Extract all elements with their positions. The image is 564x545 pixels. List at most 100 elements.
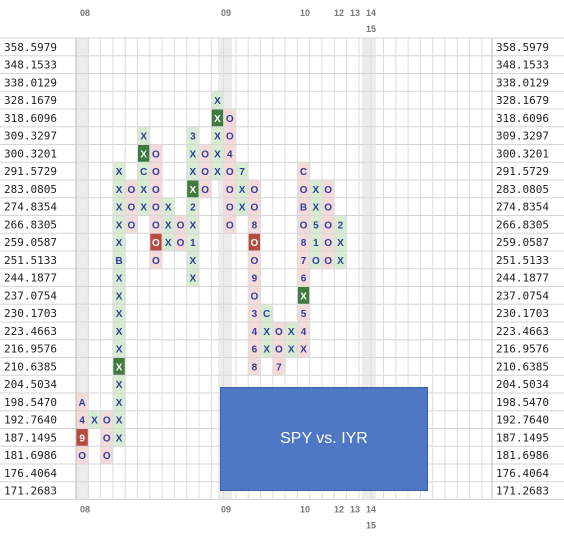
- pnf-symbol: O: [250, 185, 258, 196]
- highlight-box: [297, 287, 310, 304]
- column-bg: [309, 180, 322, 269]
- price-label-left: 318.6096: [4, 112, 57, 125]
- pnf-symbol: X: [190, 149, 197, 160]
- pnf-symbol: X: [140, 132, 147, 143]
- pnf-symbol: B: [115, 256, 122, 267]
- pnf-symbol: X: [116, 433, 123, 444]
- pnf-symbol: X: [190, 167, 197, 178]
- pnf-symbol: O: [250, 203, 258, 214]
- column-bg: [235, 162, 249, 216]
- pnf-symbol: X: [116, 185, 123, 196]
- pnf-symbol: O: [177, 238, 185, 249]
- pnf-symbol: O: [226, 185, 234, 196]
- column-bg: [248, 180, 261, 376]
- pnf-symbol: X: [313, 203, 320, 214]
- column-bg: [100, 410, 113, 464]
- pnf-symbol: 8: [301, 238, 307, 249]
- pnf-symbol: 1: [313, 238, 319, 249]
- pnf-symbol: O: [152, 167, 160, 178]
- chart-title: SPY vs. IYR: [280, 430, 368, 447]
- price-label-right: 283.0805: [496, 183, 549, 196]
- pnf-symbol: X: [116, 220, 123, 231]
- pnf-symbol: X: [116, 238, 123, 249]
- pnf-symbol: 7: [301, 256, 307, 267]
- pnf-symbol: 1: [190, 238, 196, 249]
- year-label-top: 09: [221, 8, 231, 18]
- price-label-left: 274.8354: [4, 201, 57, 214]
- pnf-symbol: X: [116, 362, 123, 373]
- price-label-left: 192.7640: [4, 414, 57, 427]
- price-label-right: 230.1703: [496, 307, 549, 320]
- pnf-symbol: O: [300, 185, 308, 196]
- pnf-symbol: X: [165, 203, 172, 214]
- pnf-symbol: O: [324, 256, 332, 267]
- pnf-symbol: X: [190, 256, 197, 267]
- pnf-symbol: X: [116, 291, 123, 302]
- pnf-symbol: X: [190, 220, 197, 231]
- price-label-left: 237.0754: [4, 289, 57, 302]
- price-label-left: 198.5470: [4, 396, 57, 409]
- pnf-symbol: O: [103, 416, 111, 427]
- pnf-symbol: 4: [301, 327, 307, 338]
- pnf-symbol: O: [152, 238, 160, 249]
- pnf-symbol: X: [116, 398, 123, 409]
- pnf-symbol: 6: [301, 274, 307, 285]
- pnf-symbol: X: [214, 167, 221, 178]
- price-label-right: 266.8305: [496, 218, 549, 231]
- pnf-symbol: X: [337, 238, 344, 249]
- price-label-left: 204.5034: [4, 378, 57, 391]
- pnf-symbol: O: [201, 167, 209, 178]
- price-label-left: 251.5133: [4, 254, 57, 267]
- price-label-right: 300.3201: [496, 147, 549, 160]
- pnf-symbol: C: [140, 167, 147, 178]
- pnf-symbol: C: [300, 167, 307, 178]
- pnf-symbol: X: [239, 203, 246, 214]
- pnf-symbol: X: [214, 114, 221, 125]
- pnf-symbol: 6: [252, 345, 258, 356]
- pnf-symbol: 5: [301, 309, 307, 320]
- pnf-symbol: O: [226, 220, 234, 231]
- pnf-symbol: X: [263, 345, 270, 356]
- year-label-top: 12: [334, 8, 344, 18]
- pnf-symbol: X: [288, 327, 295, 338]
- price-label-left: 171.2683: [4, 485, 57, 498]
- pnf-symbol: O: [103, 451, 111, 462]
- column-bg: [260, 304, 273, 358]
- pnf-symbol: O: [152, 256, 160, 267]
- pnf-symbol: X: [140, 185, 147, 196]
- pnf-symbol: X: [140, 149, 147, 160]
- year-label-top: 10: [300, 8, 310, 18]
- pnf-symbol: 4: [227, 149, 233, 160]
- price-label-right: 259.0587: [496, 236, 549, 249]
- pnf-symbol: X: [116, 274, 123, 285]
- pnf-symbol: O: [103, 433, 111, 444]
- price-label-right: 237.0754: [496, 289, 549, 302]
- pnf-symbol: O: [324, 238, 332, 249]
- pnf-symbol: O: [275, 345, 283, 356]
- pnf-symbol: X: [140, 203, 147, 214]
- year-label-top: 14: [366, 8, 376, 18]
- price-label-right: 223.4663: [496, 325, 549, 338]
- pnf-symbol: X: [313, 185, 320, 196]
- pnf-symbol: O: [152, 203, 160, 214]
- price-label-left: 291.5729: [4, 165, 57, 178]
- pnf-symbol: X: [116, 309, 123, 320]
- price-label-right: 251.5133: [496, 254, 549, 267]
- column-bg: [162, 197, 175, 251]
- pnf-symbol: O: [312, 256, 320, 267]
- pnf-symbol: X: [263, 327, 270, 338]
- year-label-bottom: 14: [366, 505, 376, 515]
- pnf-symbol: 3: [252, 309, 258, 320]
- pnf-symbol: C: [263, 309, 270, 320]
- price-label-right: 318.6096: [496, 112, 549, 125]
- pnf-symbol: O: [275, 327, 283, 338]
- pnf-symbol: 8: [252, 362, 258, 373]
- pnf-symbol: 8: [252, 220, 258, 231]
- price-label-right: 338.0129: [496, 76, 549, 89]
- price-label-right: 244.1877: [496, 272, 549, 285]
- pnf-symbol: 7: [239, 167, 245, 178]
- pnf-symbol: X: [190, 274, 197, 285]
- pnf-symbol: O: [250, 256, 258, 267]
- column-bg: [223, 109, 236, 234]
